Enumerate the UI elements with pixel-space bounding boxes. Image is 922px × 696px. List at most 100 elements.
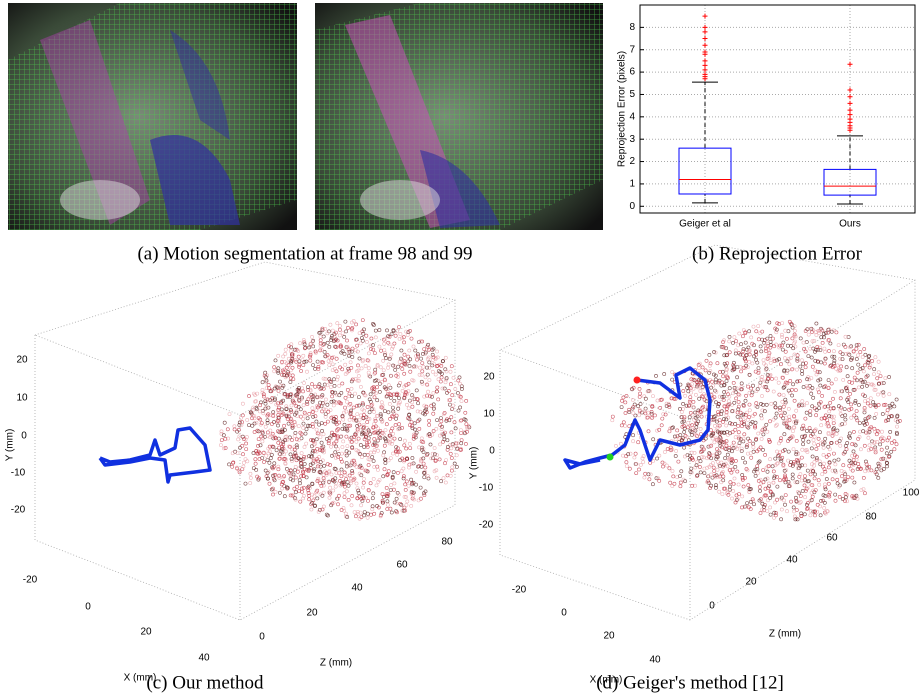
point <box>848 459 851 462</box>
point <box>347 484 350 487</box>
point <box>387 470 390 473</box>
point <box>738 332 741 335</box>
point <box>665 464 668 467</box>
point <box>782 394 785 397</box>
point <box>369 393 372 396</box>
point <box>387 384 390 387</box>
point <box>658 454 661 457</box>
point <box>863 444 866 447</box>
point <box>390 353 393 356</box>
point <box>851 367 854 370</box>
point <box>699 471 702 474</box>
point <box>765 423 768 426</box>
point <box>373 396 376 399</box>
point <box>408 364 411 367</box>
point <box>895 425 898 428</box>
point <box>842 464 845 467</box>
x-tick-label: -20 <box>23 575 38 586</box>
point <box>383 444 386 447</box>
point <box>423 348 426 351</box>
point <box>278 491 281 494</box>
point <box>823 362 826 365</box>
point <box>724 457 727 460</box>
point <box>778 406 781 409</box>
point <box>836 482 839 485</box>
point <box>733 386 736 389</box>
point <box>653 414 656 417</box>
point <box>730 423 733 426</box>
point <box>734 349 737 352</box>
point <box>682 402 685 405</box>
point <box>351 347 354 350</box>
point <box>360 504 363 507</box>
point <box>296 415 299 418</box>
point <box>387 411 390 414</box>
point <box>362 477 365 480</box>
outlier <box>848 62 853 67</box>
point <box>431 370 434 373</box>
point <box>873 416 876 419</box>
point <box>683 455 686 458</box>
point <box>806 487 809 490</box>
point <box>439 443 442 446</box>
point <box>812 396 815 399</box>
point <box>343 406 346 409</box>
point <box>792 383 795 386</box>
point <box>320 441 323 444</box>
point <box>760 394 763 397</box>
point <box>852 430 855 433</box>
trajectory <box>100 428 210 482</box>
point <box>367 352 370 355</box>
point <box>303 445 306 448</box>
point <box>769 361 772 364</box>
point <box>840 365 843 368</box>
point <box>435 476 438 479</box>
point <box>371 497 374 500</box>
y-tick-label: 5 <box>629 89 635 100</box>
point <box>366 512 369 515</box>
point <box>759 345 762 348</box>
point <box>844 418 847 421</box>
point <box>432 391 435 394</box>
point <box>822 453 825 456</box>
outlier <box>703 25 708 30</box>
point <box>890 450 893 453</box>
point <box>302 417 305 420</box>
point <box>440 376 443 379</box>
point <box>305 370 308 373</box>
point <box>768 496 771 499</box>
point <box>405 447 408 450</box>
point <box>343 496 346 499</box>
point <box>335 346 338 349</box>
point <box>366 499 369 502</box>
point <box>389 507 392 510</box>
point <box>821 341 824 344</box>
point <box>793 399 796 402</box>
point <box>632 434 635 437</box>
point <box>807 440 810 443</box>
point <box>678 407 681 410</box>
point <box>348 451 351 454</box>
point <box>282 453 285 456</box>
point <box>772 418 775 421</box>
point <box>751 362 754 365</box>
point <box>790 500 793 503</box>
point <box>768 420 771 423</box>
point <box>800 369 803 372</box>
point <box>362 481 365 484</box>
point <box>363 445 366 448</box>
point <box>384 357 387 360</box>
point <box>748 403 751 406</box>
point <box>728 422 731 425</box>
point <box>366 421 369 424</box>
point <box>704 437 707 440</box>
point <box>324 398 327 401</box>
point <box>793 329 796 332</box>
point <box>871 359 874 362</box>
point <box>831 478 834 481</box>
y-tick-label: 0 <box>629 201 635 212</box>
point <box>885 465 888 468</box>
point <box>842 343 845 346</box>
point <box>802 341 805 344</box>
